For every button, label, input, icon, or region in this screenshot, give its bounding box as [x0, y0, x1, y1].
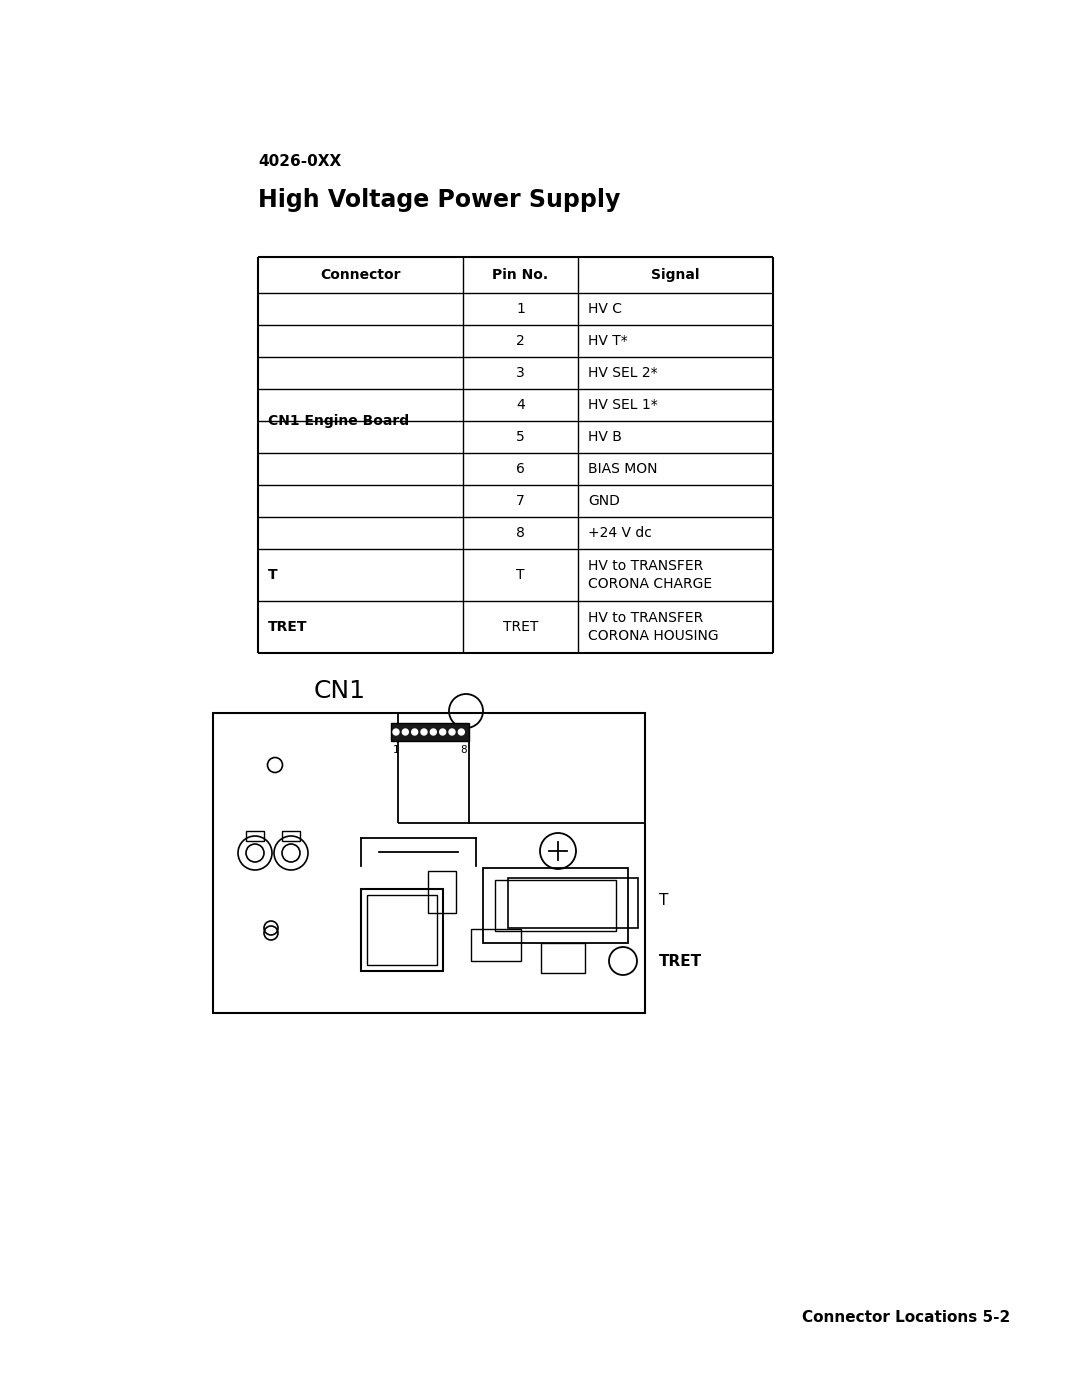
Text: 4: 4	[516, 398, 525, 412]
Text: +24 V dc: +24 V dc	[588, 527, 652, 541]
Text: Connector Locations 5-2: Connector Locations 5-2	[801, 1310, 1010, 1324]
Text: CN1: CN1	[314, 679, 366, 703]
Circle shape	[458, 729, 464, 735]
Circle shape	[411, 729, 418, 735]
Text: HV SEL 2*: HV SEL 2*	[588, 366, 658, 380]
Circle shape	[421, 729, 427, 735]
Text: Connector: Connector	[321, 268, 401, 282]
Bar	[495, 880, 616, 930]
Text: High Voltage Power Supply: High Voltage Power Supply	[258, 189, 620, 212]
Text: 5: 5	[516, 430, 525, 444]
Text: BIAS MON: BIAS MON	[588, 462, 658, 476]
Bar	[282, 831, 300, 841]
Text: 3: 3	[516, 366, 525, 380]
Text: HV C: HV C	[588, 302, 622, 316]
Text: HV T*: HV T*	[588, 334, 627, 348]
Text: TRET: TRET	[659, 954, 702, 968]
Bar	[483, 868, 627, 943]
Text: HV to TRANSFER
CORONA HOUSING: HV to TRANSFER CORONA HOUSING	[588, 610, 718, 643]
Bar	[541, 943, 585, 972]
Bar	[361, 888, 443, 971]
Bar	[471, 929, 521, 961]
Circle shape	[440, 729, 446, 735]
Text: 8: 8	[460, 745, 467, 754]
Circle shape	[430, 729, 436, 735]
Bar	[213, 712, 645, 1013]
Text: T: T	[659, 893, 669, 908]
Text: 1: 1	[516, 302, 525, 316]
Text: Pin No.: Pin No.	[492, 268, 549, 282]
Text: HV B: HV B	[588, 430, 622, 444]
Text: 7: 7	[516, 495, 525, 509]
Text: HV to TRANSFER
CORONA CHARGE: HV to TRANSFER CORONA CHARGE	[588, 559, 712, 591]
Bar	[508, 877, 638, 928]
Text: 4026-0XX: 4026-0XX	[258, 154, 341, 169]
Text: T: T	[268, 569, 278, 583]
Text: CN1 Engine Board: CN1 Engine Board	[268, 414, 409, 427]
Bar	[246, 831, 264, 841]
Text: GND: GND	[588, 495, 620, 509]
Circle shape	[393, 729, 399, 735]
Text: TRET: TRET	[503, 620, 538, 634]
Circle shape	[403, 729, 408, 735]
Text: 8: 8	[516, 527, 525, 541]
Text: 1: 1	[393, 745, 400, 754]
Text: 6: 6	[516, 462, 525, 476]
Circle shape	[449, 729, 455, 735]
Text: Signal: Signal	[651, 268, 700, 282]
Bar	[367, 895, 437, 965]
Text: 2: 2	[516, 334, 525, 348]
Text: TRET: TRET	[268, 620, 308, 634]
Text: T: T	[516, 569, 525, 583]
Bar	[428, 870, 456, 914]
Text: HV SEL 1*: HV SEL 1*	[588, 398, 658, 412]
Bar	[391, 724, 469, 740]
